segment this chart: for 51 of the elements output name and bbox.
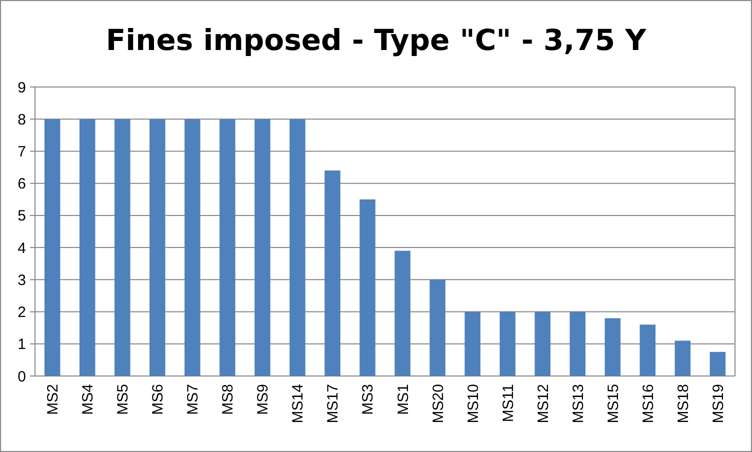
chart-title: Fines imposed - Type "C" - 3,75 Y xyxy=(106,23,648,57)
x-tick-label: MS11 xyxy=(500,384,517,422)
y-tick-label: 6 xyxy=(18,176,26,193)
y-tick-label: 0 xyxy=(18,368,26,386)
y-tick-label: 9 xyxy=(18,79,26,96)
x-tick-label: MS13 xyxy=(570,384,587,424)
bar xyxy=(604,318,620,376)
x-tick-label: MS8 xyxy=(220,384,237,415)
x-tick-label: MS14 xyxy=(290,384,307,424)
y-tick-label: 5 xyxy=(18,208,26,225)
bar xyxy=(184,119,200,376)
y-tick-label: 3 xyxy=(18,272,26,289)
bar xyxy=(674,340,691,376)
x-tick-label: MS15 xyxy=(604,384,622,424)
x-tick-label: MS18 xyxy=(674,384,692,424)
bar xyxy=(710,352,726,376)
x-tick-label: MS6 xyxy=(150,384,167,415)
x-tick-label: MS7 xyxy=(184,384,202,415)
x-tick-label: MS3 xyxy=(360,384,377,415)
bar xyxy=(534,312,550,376)
y-tick-label: 4 xyxy=(18,240,26,257)
bar xyxy=(114,119,130,376)
bar xyxy=(640,324,656,376)
x-tick-label: MS12 xyxy=(534,384,552,424)
x-tick-label: MS5 xyxy=(114,384,132,415)
x-tick-label: MS17 xyxy=(324,384,342,424)
bar xyxy=(500,312,516,376)
bar xyxy=(464,312,480,376)
x-tick-label: MS2 xyxy=(44,384,62,415)
bar xyxy=(290,119,306,376)
bar xyxy=(254,119,270,376)
bar xyxy=(150,119,166,376)
bar xyxy=(570,312,586,376)
x-tick-label: MS9 xyxy=(254,384,272,415)
bar xyxy=(394,250,410,376)
y-tick-label: 2 xyxy=(18,304,26,322)
x-tick-label: MS1 xyxy=(394,384,412,415)
bar xyxy=(44,119,60,376)
x-tick-label: MS20 xyxy=(430,384,447,424)
y-tick-label: 1 xyxy=(18,336,26,354)
y-tick-label: 8 xyxy=(18,111,26,128)
x-tick-label: MS10 xyxy=(464,384,482,424)
bar xyxy=(324,170,340,376)
bar xyxy=(220,119,236,376)
x-tick-label: MS19 xyxy=(710,384,727,424)
bar xyxy=(79,119,96,376)
x-tick-label: MS4 xyxy=(80,384,97,415)
bar xyxy=(430,280,446,376)
y-tick-label: 7 xyxy=(18,143,26,160)
bar xyxy=(360,199,376,376)
x-tick-label: MS16 xyxy=(640,384,657,424)
